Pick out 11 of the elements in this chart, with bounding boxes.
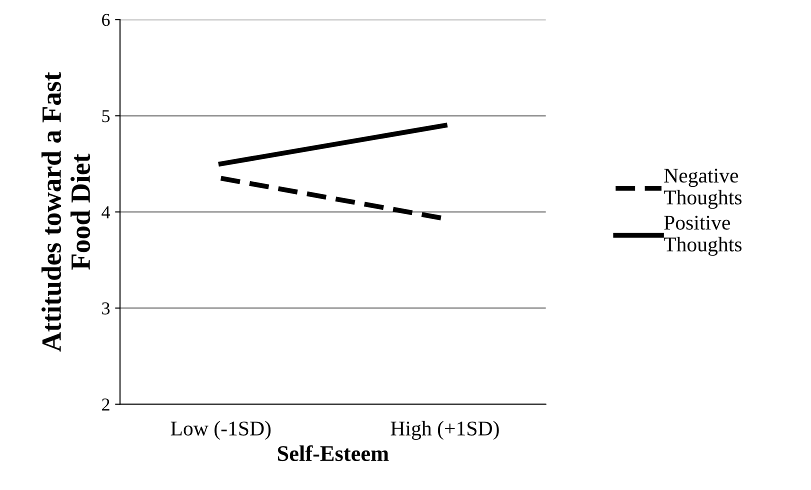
y-tick-label: 4 [102,206,110,218]
y-tick-label: 3 [102,302,110,315]
y-axis-title: Attitudes toward a Fast Food Diet [41,72,90,352]
y-tick-label: 6 [102,14,110,26]
x-tick-label: High (+1SD) [390,420,499,440]
y-tick-label: 5 [102,110,110,122]
legend-label: Negative Thoughts [664,168,742,209]
x-tick-label: Low (-1SD) [170,420,271,440]
legend-label: Positive Thoughts [664,216,742,256]
y-tick-label: 2 [102,398,110,411]
x-axis-title: Self-Esteem [278,445,389,462]
